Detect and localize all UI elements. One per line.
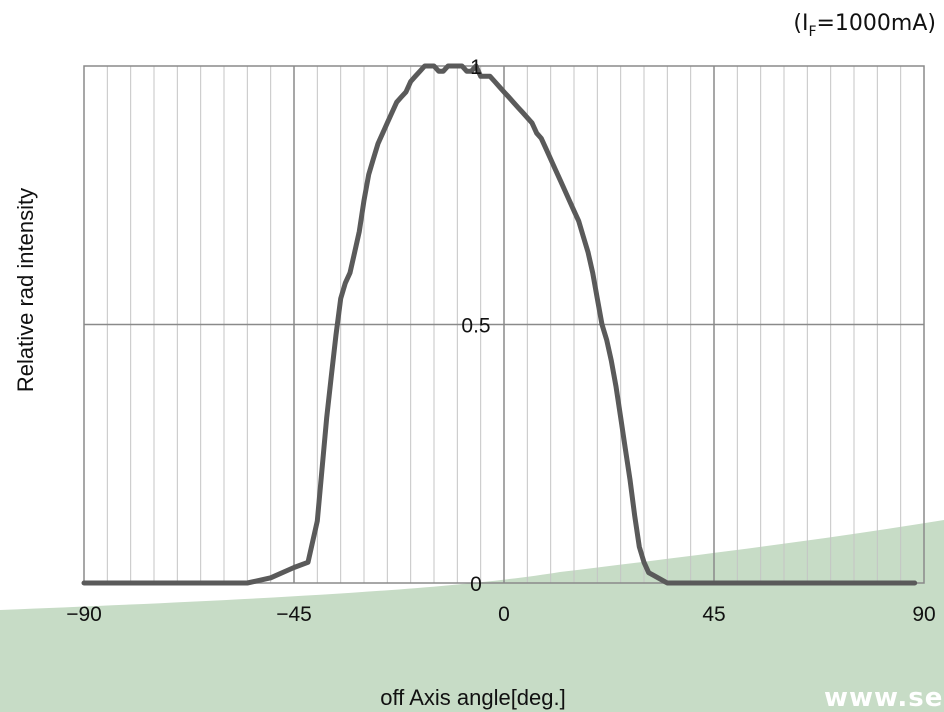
background-swoosh-shape [0, 520, 944, 712]
series-line [81, 63, 918, 586]
condition-prefix: (I [793, 11, 808, 36]
condition-suffix: =1000mA) [817, 11, 937, 36]
x-tick-label: −90 [66, 603, 102, 626]
x-tick-label: 45 [702, 603, 725, 626]
watermark-text: www.se [824, 683, 943, 712]
grid [84, 66, 924, 583]
y-axis-title: Relative rad intensity [13, 188, 38, 392]
plot-frame [83, 65, 925, 584]
y-tick-label: 0 [470, 573, 482, 596]
x-tick-label: 90 [912, 603, 935, 626]
x-axis-title: off Axis angle[deg.] [380, 685, 566, 710]
y-tick-labels: 00.51 [461, 56, 490, 596]
condition-subscript: F [808, 24, 816, 40]
x-tick-label: 0 [498, 603, 510, 626]
condition-label: (IF=1000mA) [793, 11, 936, 40]
x-tick-labels: −90 −45 0 45 90 [66, 603, 935, 626]
y-tick-label: 0.5 [461, 315, 490, 338]
y-tick-label: 1 [470, 56, 482, 79]
x-tick-label: −45 [276, 603, 312, 626]
